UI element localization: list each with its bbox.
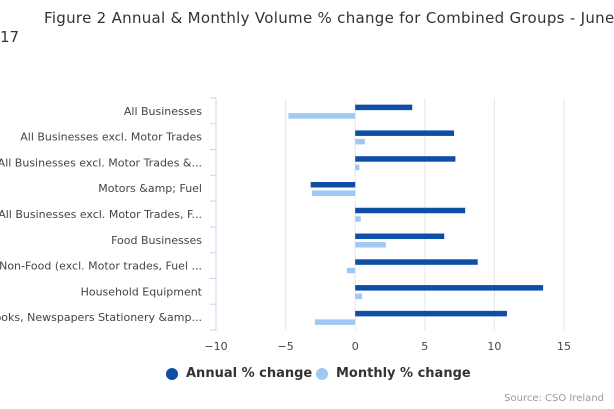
- legend-annual-label: Annual % change: [186, 366, 313, 381]
- category-label: Books, Newspapers Stationery &amp...: [0, 311, 202, 324]
- annual-bar[interactable]: [355, 104, 413, 111]
- monthly-bar[interactable]: [346, 267, 356, 274]
- x-tick-label: 15: [557, 340, 571, 353]
- legend-item-monthly[interactable]: Monthly % change: [316, 366, 471, 381]
- source-credit[interactable]: Source: CSO Ireland: [504, 393, 604, 404]
- monthly-bar[interactable]: [355, 164, 360, 171]
- monthly-bar[interactable]: [355, 242, 386, 248]
- x-tick-label: 5: [421, 340, 428, 353]
- category-label: Non-Food (excl. Motor trades, Fuel ...: [0, 260, 202, 273]
- category-label: Motors &amp; Fuel: [98, 182, 202, 195]
- annual-bar[interactable]: [355, 285, 544, 291]
- annual-bar[interactable]: [355, 310, 507, 317]
- category-label: Household Equipment: [81, 285, 203, 298]
- category-label: All Businesses: [124, 105, 202, 118]
- legend-annual-marker: [166, 367, 178, 380]
- legend-monthly-label: Monthly % change: [336, 366, 471, 381]
- chart-title-line-2: 17: [0, 28, 20, 46]
- monthly-bar[interactable]: [312, 190, 356, 196]
- monthly-bar[interactable]: [355, 293, 363, 300]
- monthly-bar[interactable]: [355, 216, 361, 222]
- category-label: All Businesses excl. Motor Trades, F...: [0, 208, 202, 221]
- annual-bar[interactable]: [355, 259, 478, 265]
- monthly-bar[interactable]: [355, 138, 365, 145]
- legend: Annual % change Monthly % change: [0, 366, 614, 388]
- annual-bar[interactable]: [355, 156, 456, 162]
- x-tick-label: −5: [277, 340, 293, 353]
- category-label: Food Businesses: [111, 234, 202, 247]
- annual-bar[interactable]: [310, 181, 356, 188]
- monthly-bar[interactable]: [314, 319, 356, 325]
- category-label: All Businesses excl. Motor Trades: [20, 131, 202, 144]
- x-tick-label: 0: [352, 340, 359, 353]
- category-label: All Businesses excl. Motor Trades &...: [0, 156, 202, 169]
- category-labels: All Businesses All Businesses excl. Motor…: [0, 105, 203, 324]
- x-tick-labels: −10 −5 0 5 10 15: [204, 340, 571, 353]
- chart-title-line-1: Figure 2 Annual & Monthly Volume % chang…: [44, 9, 614, 27]
- annual-bar[interactable]: [355, 130, 455, 136]
- annual-bar[interactable]: [355, 233, 445, 240]
- legend-monthly-marker: [316, 367, 328, 380]
- x-tick-label: −10: [204, 340, 227, 353]
- bars: [288, 104, 544, 325]
- x-tick-label: 10: [487, 340, 501, 353]
- annual-bar[interactable]: [355, 207, 466, 214]
- legend-item-annual[interactable]: Annual % change: [166, 366, 312, 381]
- category-axis: [210, 97, 217, 331]
- monthly-bar[interactable]: [288, 113, 356, 119]
